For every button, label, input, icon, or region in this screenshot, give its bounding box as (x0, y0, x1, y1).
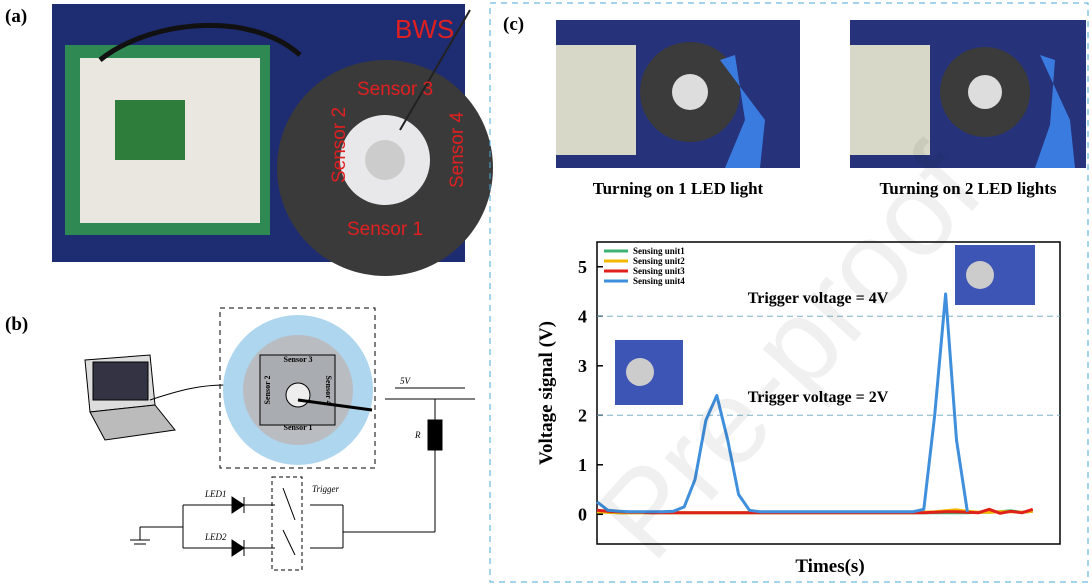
panel-label: (b) (5, 314, 28, 335)
led-label: LED1 (204, 489, 227, 499)
sensor-label: Sensor 1 (347, 219, 423, 240)
photo-a (52, 4, 493, 276)
legend-label: Sensing unit4 (633, 276, 685, 286)
switch-label: Trigger (312, 484, 340, 494)
sensor-label: Sensor 2 (263, 376, 272, 405)
photo-title: BWS (395, 14, 454, 44)
sensor-label: Sensor 4 (447, 112, 468, 188)
sensor-label: Sensor 1 (284, 423, 313, 432)
y-tick-label: 3 (578, 356, 587, 376)
y-tick-label: 2 (578, 405, 587, 425)
led-label: LED2 (204, 532, 227, 542)
legend-label: Sensing unit2 (633, 256, 685, 266)
sensor-label: Sensor 3 (357, 79, 433, 100)
y-tick-label: 4 (578, 306, 587, 326)
sensor-label: Sensor 3 (284, 355, 313, 364)
y-tick-label: 1 (578, 455, 587, 475)
sensor-label: Sensor 2 (329, 107, 350, 183)
y-tick-label: 0 (578, 504, 587, 524)
y-tick-label: 5 (578, 257, 587, 277)
figure: (a) BWS Sensor 1 Sensor 2 Sensor 3 Senso… (0, 0, 1092, 585)
resistor-label: R (414, 430, 421, 440)
photo-c1 (556, 20, 800, 168)
panel-label: (a) (5, 6, 27, 27)
sensor-label: Sensor 4 (324, 376, 333, 405)
legend-label: Sensing unit3 (633, 266, 685, 276)
caption: Turning on 1 LED light (593, 179, 764, 198)
y-axis-label: Voltage signal (V) (536, 321, 557, 465)
figure-svg: (a) BWS Sensor 1 Sensor 2 Sensor 3 Senso… (0, 0, 1092, 585)
x-axis-label: Times(s) (795, 556, 864, 577)
supply-label: 5V (400, 376, 412, 386)
legend-label: Sensing unit1 (633, 246, 685, 256)
panel-label: (c) (503, 14, 524, 35)
